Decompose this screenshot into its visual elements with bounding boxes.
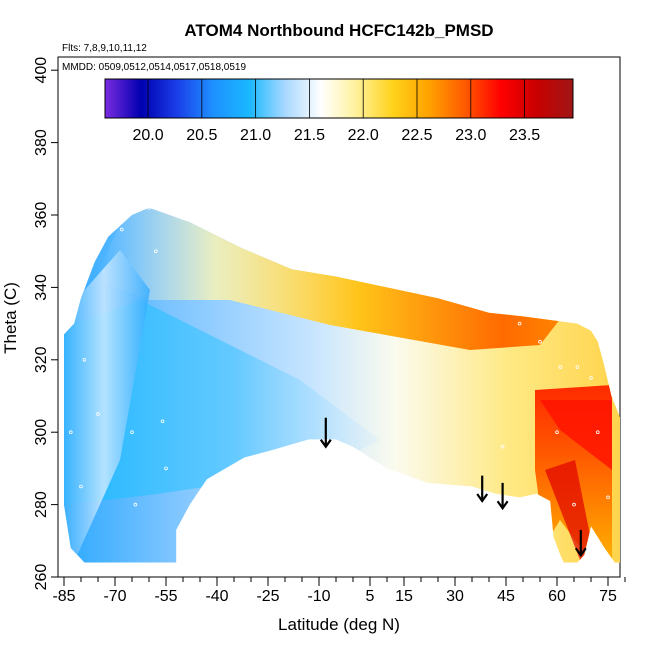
x-tick-label: -10 (307, 588, 330, 605)
sample-points (69, 205, 610, 543)
sample-point (154, 249, 158, 254)
x-tick-label: -25 (256, 588, 279, 605)
chart-title: ATOM4 Northbound HCFC142b_PMSD (184, 21, 493, 40)
colorbar-tick-label: 22.5 (401, 127, 432, 144)
x-tick-label: -70 (103, 588, 126, 605)
y-tick-label: 280 (33, 491, 50, 518)
y-axis: 260 280 300 320 340 360 380 400 (33, 57, 58, 591)
y-tick-label: 340 (33, 274, 50, 301)
colorbar-tick-label: 20.5 (186, 127, 217, 144)
y-axis-label: Theta (C) (1, 282, 20, 354)
field-arctic-max (540, 400, 612, 470)
arrow-head (319, 439, 332, 449)
arrow-head (476, 493, 489, 503)
x-tick-label: 60 (548, 588, 566, 605)
x-tick-label: 30 (446, 588, 464, 605)
sample-point (249, 502, 253, 507)
sample-point (589, 376, 593, 380)
sample-point (606, 495, 610, 500)
colorbar-tick-label: 22.0 (348, 127, 379, 144)
y-tick-label: 260 (33, 564, 50, 591)
x-tick-label: -55 (154, 588, 177, 605)
x-tick-label: -40 (205, 588, 228, 605)
y-tick-label: 300 (33, 419, 50, 446)
sample-point (595, 430, 600, 435)
sample-point (500, 444, 505, 449)
arrow-head (496, 500, 509, 511)
sample-point (558, 365, 563, 369)
colorbar-tick-label: 23.0 (455, 127, 486, 144)
x-tick-label: 15 (395, 588, 413, 605)
field-west-column (64, 250, 150, 560)
sample-point (120, 227, 124, 232)
x-tick-label: -85 (52, 588, 75, 605)
flights-subtitle: Flts: 7,8,9,10,11,12 (62, 43, 147, 54)
arrow-head (574, 547, 587, 558)
sample-point (181, 538, 185, 543)
dates-subtitle: MMDD: 0509,0512,0514,0517,0518,0519 (62, 62, 246, 73)
arrow-markers (319, 417, 587, 558)
sample-point (572, 502, 576, 507)
x-tick-label: 75 (599, 588, 617, 605)
sample-point (130, 430, 134, 435)
y-tick-label: 380 (33, 129, 50, 156)
x-tick-label: 45 (497, 588, 515, 605)
field-arctic-streak (545, 460, 595, 560)
colorbar-rect (104, 78, 574, 119)
colorbar-tick-label: 21.0 (240, 127, 271, 144)
sample-point (96, 412, 100, 416)
sample-point (538, 339, 542, 344)
sample-point (575, 365, 580, 369)
x-tick-label: 5 (366, 588, 375, 605)
colorbar-tick-label: 23.5 (509, 127, 540, 144)
colorbar-tick-label: 21.5 (294, 127, 325, 144)
sample-point (79, 484, 83, 489)
sample-point (164, 466, 168, 471)
data-field (64, 207, 620, 563)
sample-point (147, 205, 151, 210)
sample-point (69, 430, 73, 435)
y-tick-label: 320 (33, 346, 50, 373)
sample-point (106, 213, 110, 217)
sample-point (160, 419, 165, 424)
sample-point (82, 357, 87, 362)
plot-frame (57, 56, 621, 578)
sample-point (133, 502, 138, 507)
y-tick-label: 400 (33, 57, 50, 84)
sample-point (555, 430, 559, 435)
x-axis-label: Latitude (deg N) (278, 615, 400, 634)
y-tick-label: 360 (33, 202, 50, 229)
colorbar: 20.0 20.5 21.0 21.5 22.0 22.5 23.0 23.5 (104, 78, 574, 144)
x-axis: -85 -70 -55 -40 -25 -10 5 15 30 45 60 75 (52, 577, 626, 605)
sample-point (517, 321, 522, 326)
colorbar-tick-label: 20.0 (132, 127, 163, 144)
